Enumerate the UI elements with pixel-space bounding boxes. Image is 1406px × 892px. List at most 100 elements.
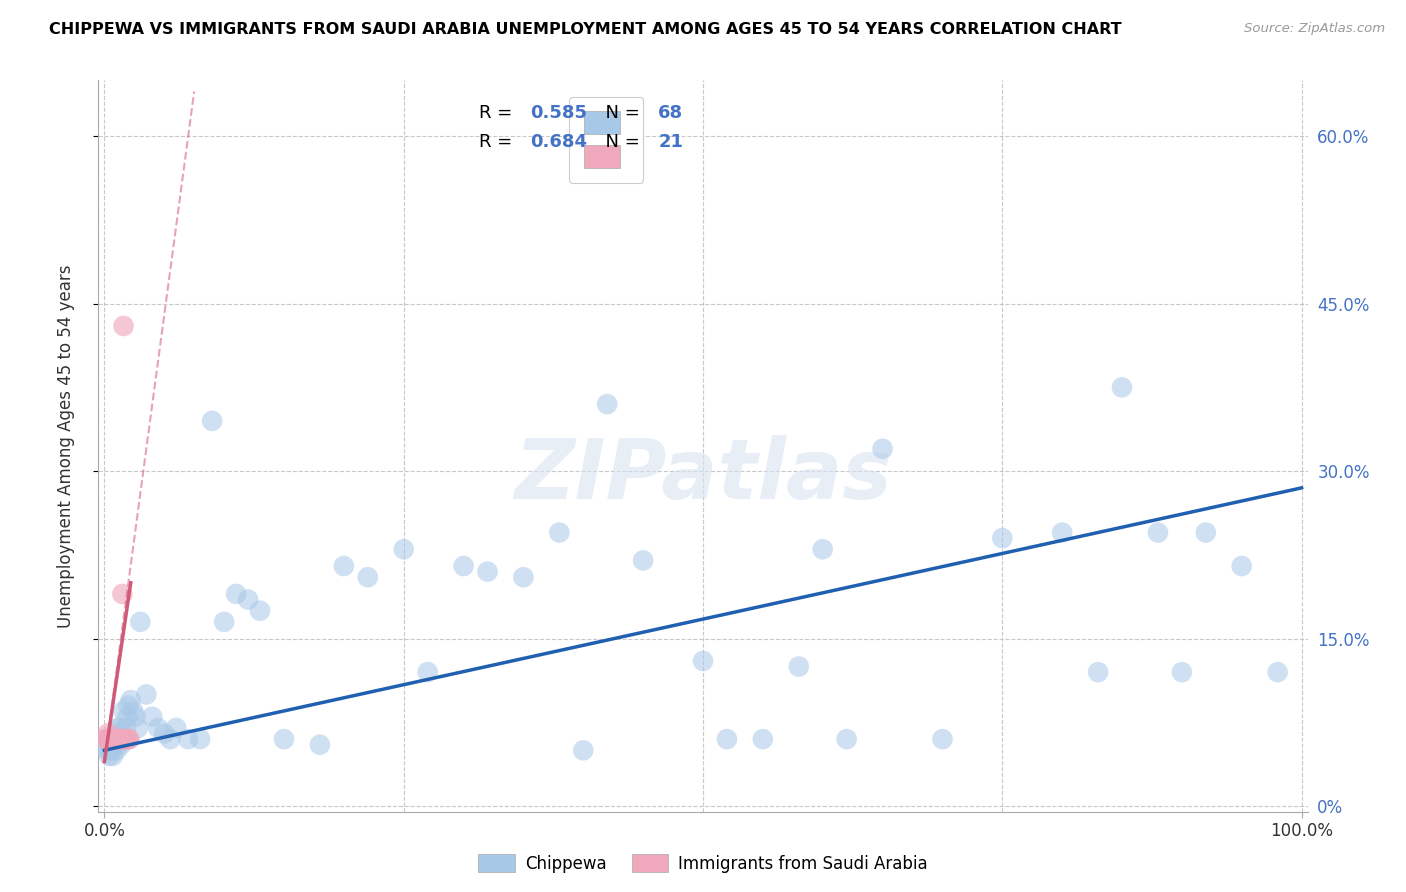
- Point: [273, 732, 295, 747]
- Point: [572, 743, 595, 757]
- Point: [115, 732, 138, 747]
- Legend: Chippewa, Immigrants from Saudi Arabia: Chippewa, Immigrants from Saudi Arabia: [471, 847, 935, 880]
- Point: [108, 721, 131, 735]
- Point: [104, 738, 127, 752]
- Point: [201, 414, 224, 428]
- Point: [107, 721, 129, 735]
- Text: 21: 21: [658, 134, 683, 152]
- Point: [165, 721, 187, 735]
- Legend: , : ,: [569, 96, 644, 183]
- Point: [110, 732, 132, 747]
- Point: [96, 743, 118, 757]
- Point: [416, 665, 439, 680]
- Point: [96, 732, 118, 747]
- Point: [118, 732, 141, 747]
- Point: [141, 710, 163, 724]
- Point: [111, 587, 134, 601]
- Point: [1267, 665, 1289, 680]
- Text: 0.684: 0.684: [530, 134, 588, 152]
- Point: [100, 732, 122, 747]
- Point: [122, 704, 145, 718]
- Point: [103, 732, 125, 747]
- Point: [1195, 525, 1218, 540]
- Text: N =: N =: [595, 104, 645, 122]
- Point: [153, 726, 176, 740]
- Point: [512, 570, 534, 584]
- Point: [631, 553, 654, 567]
- Point: [177, 732, 200, 747]
- Point: [101, 748, 124, 763]
- Point: [159, 732, 181, 747]
- Point: [931, 732, 953, 747]
- Point: [309, 738, 332, 752]
- Text: 0.585: 0.585: [530, 104, 588, 122]
- Point: [100, 743, 122, 757]
- Point: [97, 726, 120, 740]
- Point: [1111, 380, 1133, 394]
- Text: R =: R =: [479, 134, 519, 152]
- Point: [453, 559, 475, 574]
- Point: [596, 397, 619, 411]
- Point: [97, 732, 120, 747]
- Point: [98, 732, 121, 747]
- Point: [1087, 665, 1109, 680]
- Point: [787, 659, 810, 673]
- Point: [1230, 559, 1253, 574]
- Point: [991, 531, 1014, 545]
- Point: [129, 615, 152, 629]
- Point: [225, 587, 247, 601]
- Text: N =: N =: [595, 134, 645, 152]
- Point: [115, 710, 138, 724]
- Point: [692, 654, 714, 668]
- Text: ZIPatlas: ZIPatlas: [515, 434, 891, 516]
- Point: [236, 592, 259, 607]
- Point: [110, 738, 132, 752]
- Point: [872, 442, 894, 456]
- Point: [104, 732, 127, 747]
- Point: [114, 732, 136, 747]
- Point: [98, 748, 121, 763]
- Point: [1171, 665, 1194, 680]
- Point: [100, 732, 122, 747]
- Point: [117, 732, 139, 747]
- Point: [752, 732, 775, 747]
- Point: [1050, 525, 1073, 540]
- Point: [249, 604, 271, 618]
- Point: [94, 738, 117, 752]
- Point: [188, 732, 211, 747]
- Point: [114, 732, 136, 747]
- Point: [212, 615, 235, 629]
- Text: 68: 68: [658, 104, 683, 122]
- Point: [357, 570, 380, 584]
- Point: [716, 732, 738, 747]
- Point: [124, 710, 146, 724]
- Point: [115, 721, 138, 735]
- Point: [103, 732, 125, 747]
- Point: [107, 732, 129, 747]
- Point: [115, 732, 138, 747]
- Point: [477, 565, 499, 579]
- Text: CHIPPEWA VS IMMIGRANTS FROM SAUDI ARABIA UNEMPLOYMENT AMONG AGES 45 TO 54 YEARS : CHIPPEWA VS IMMIGRANTS FROM SAUDI ARABIA…: [49, 22, 1122, 37]
- Point: [135, 688, 157, 702]
- Point: [112, 318, 135, 333]
- Point: [548, 525, 571, 540]
- Point: [111, 732, 134, 747]
- Point: [105, 743, 128, 757]
- Point: [105, 732, 128, 747]
- Point: [112, 704, 135, 718]
- Point: [835, 732, 858, 747]
- Point: [117, 698, 139, 713]
- Point: [94, 732, 117, 747]
- Point: [108, 732, 131, 747]
- Point: [333, 559, 356, 574]
- Point: [100, 743, 122, 757]
- Point: [127, 721, 149, 735]
- Point: [101, 732, 124, 747]
- Y-axis label: Unemployment Among Ages 45 to 54 years: Unemployment Among Ages 45 to 54 years: [56, 264, 75, 628]
- Point: [107, 732, 129, 747]
- Text: Source: ZipAtlas.com: Source: ZipAtlas.com: [1244, 22, 1385, 36]
- Point: [811, 542, 834, 557]
- Point: [148, 721, 170, 735]
- Point: [1147, 525, 1170, 540]
- Text: R =: R =: [479, 104, 519, 122]
